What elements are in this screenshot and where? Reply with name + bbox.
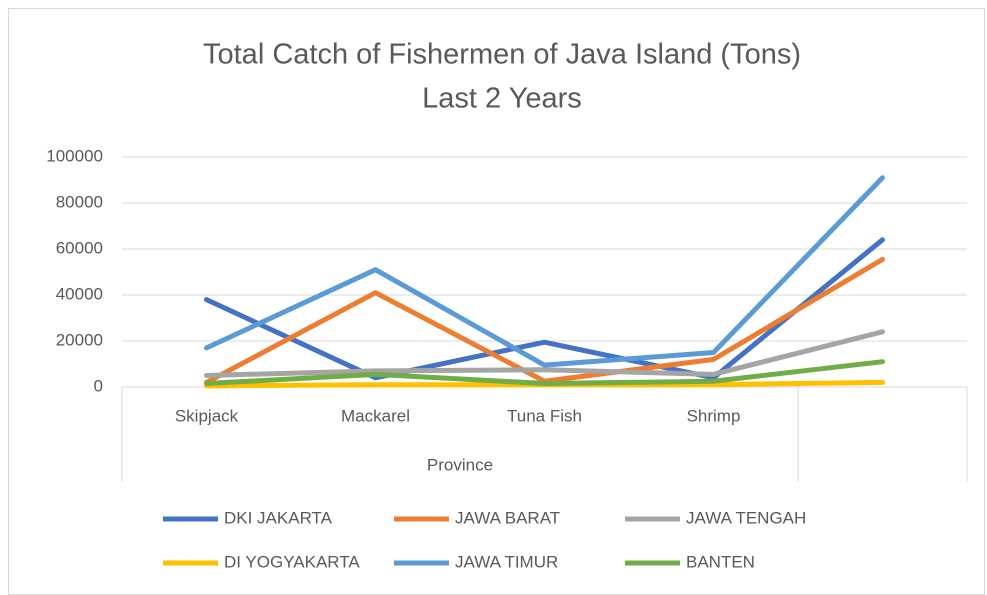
- y-tick-label: 20000: [56, 330, 103, 349]
- chart-border: [8, 8, 985, 595]
- y-tick-label: 100000: [46, 146, 103, 165]
- legend-label: DKI JAKARTA: [224, 508, 333, 527]
- y-tick-label: 40000: [56, 284, 103, 303]
- x-tick-label: Tuna Fish: [507, 406, 582, 425]
- legend-label: JAWA BARAT: [455, 508, 560, 527]
- legend-label: JAWA TIMUR: [455, 552, 558, 571]
- series-line: [204, 237, 885, 381]
- series-line: [204, 175, 885, 368]
- y-tick-label: 60000: [56, 238, 103, 257]
- x-axis-label: Province: [427, 455, 493, 474]
- x-tick-label: Skipjack: [175, 406, 239, 425]
- x-tick-label: Mackarel: [341, 406, 410, 425]
- legend-label: DI YOGYAKARTA: [224, 552, 360, 571]
- legend-label: BANTEN: [686, 552, 755, 571]
- series-line: [204, 329, 885, 378]
- y-tick-label: 80000: [56, 192, 103, 211]
- chart-subtitle: Last 2 Years: [422, 83, 582, 115]
- series-line: [204, 359, 885, 387]
- x-tick-label: Shrimp: [687, 406, 741, 425]
- legend-label: JAWA TENGAH: [686, 508, 806, 527]
- chart-title: Total Catch of Fishermen of Java Island …: [203, 39, 801, 71]
- y-tick-label: 0: [94, 376, 103, 395]
